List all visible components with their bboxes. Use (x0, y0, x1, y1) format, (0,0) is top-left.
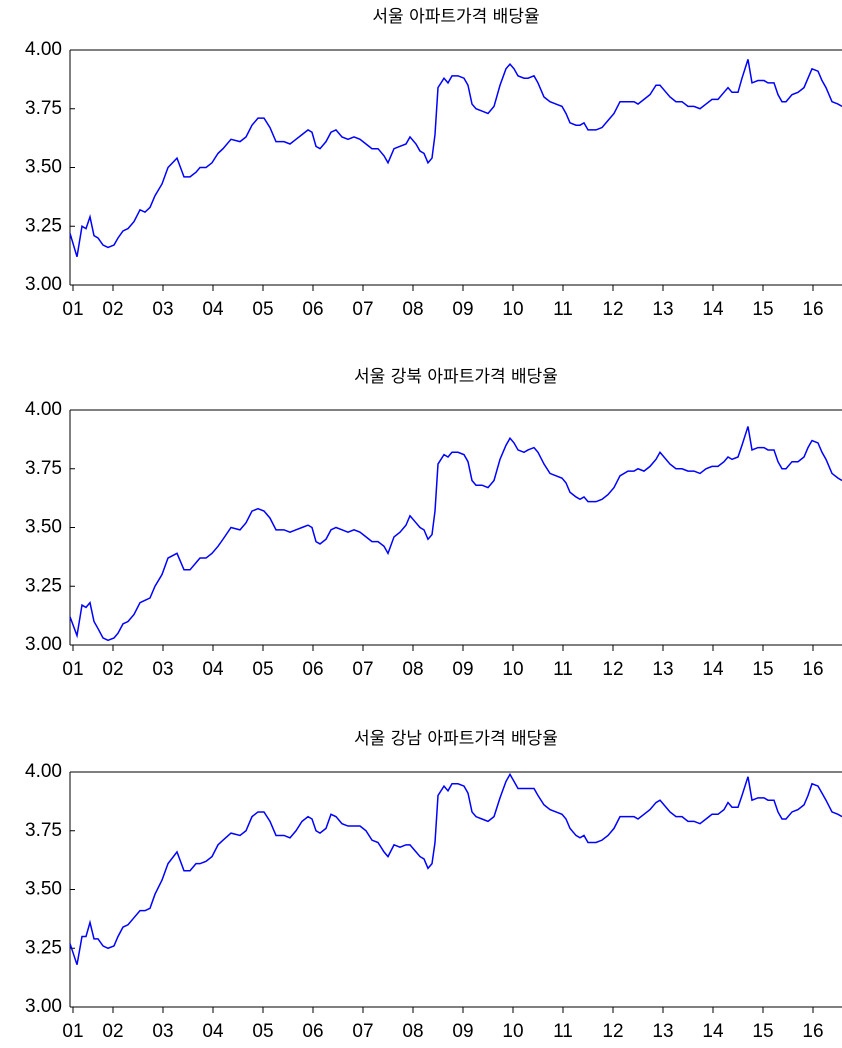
x-tick-label: 15 (752, 299, 773, 320)
x-tick-label: 01 (62, 659, 83, 680)
x-tick-label: 14 (702, 299, 724, 320)
x-tick-label: 16 (802, 299, 823, 320)
y-tick-label: 3.50 (25, 517, 62, 538)
x-tick-label: 13 (652, 659, 673, 680)
x-tick-label: 06 (302, 299, 323, 320)
x-tick-label: 07 (352, 659, 373, 680)
y-tick-label: 3.00 (25, 274, 62, 295)
y-tick-label: 3.75 (25, 458, 62, 479)
x-tick-label: 03 (152, 299, 173, 320)
y-tick-label: 3.75 (25, 98, 62, 119)
x-tick-label: 07 (352, 1021, 373, 1042)
x-tick-label: 15 (752, 659, 773, 680)
x-tick-label: 06 (302, 659, 323, 680)
x-tick-label: 02 (102, 659, 123, 680)
x-tick-label: 09 (452, 1021, 473, 1042)
y-tick-label: 4.00 (25, 761, 62, 782)
x-tick-label: 13 (652, 1021, 673, 1042)
x-tick-label: 12 (602, 299, 623, 320)
x-tick-label: 13 (652, 299, 673, 320)
x-tick-label: 16 (802, 659, 823, 680)
x-tick-label: 08 (402, 659, 423, 680)
x-tick-label: 07 (352, 299, 373, 320)
x-tick-label: 10 (502, 659, 523, 680)
data-line (69, 426, 842, 642)
y-tick-label: 3.00 (25, 634, 62, 655)
x-tick-label: 05 (252, 659, 273, 680)
x-tick-label: 14 (702, 659, 724, 680)
x-tick-label: 14 (702, 1021, 724, 1042)
x-tick-label: 08 (402, 1021, 423, 1042)
x-tick-label: 03 (152, 1021, 173, 1042)
x-tick-label: 10 (502, 299, 523, 320)
x-tick-label: 04 (202, 299, 224, 320)
chart-title: 서울 강남 아파트가격 배당율 (354, 729, 558, 749)
x-tick-label: 11 (553, 659, 573, 680)
x-tick-label: 08 (402, 299, 423, 320)
y-tick-label: 4.00 (25, 39, 62, 60)
data-line (69, 772, 842, 965)
x-tick-label: 16 (802, 1021, 823, 1042)
x-tick-label: 03 (152, 659, 173, 680)
x-tick-label: 09 (452, 659, 473, 680)
x-tick-label: 02 (102, 299, 123, 320)
y-tick-label: 3.50 (25, 879, 62, 900)
x-tick-label: 05 (252, 299, 273, 320)
x-tick-label: 01 (62, 1021, 83, 1042)
x-tick-label: 09 (452, 299, 473, 320)
x-tick-label: 12 (602, 1021, 623, 1042)
x-tick-label: 04 (202, 659, 224, 680)
x-tick-label: 10 (502, 1021, 523, 1042)
y-tick-label: 3.25 (25, 215, 62, 236)
chart-title: 서울 강북 아파트가격 배당율 (354, 367, 558, 387)
y-tick-label: 4.00 (25, 399, 62, 420)
x-tick-label: 05 (252, 1021, 273, 1042)
y-tick-label: 3.00 (25, 996, 62, 1017)
x-tick-label: 12 (602, 659, 623, 680)
y-tick-label: 3.75 (25, 820, 62, 841)
chart-title: 서울 아파트가격 배당율 (372, 7, 539, 27)
x-tick-label: 04 (202, 1021, 224, 1042)
y-tick-label: 3.25 (25, 937, 62, 958)
y-tick-label: 3.25 (25, 575, 62, 596)
data-line (69, 59, 842, 258)
y-tick-label: 3.50 (25, 157, 62, 178)
x-tick-label: 11 (553, 1021, 573, 1042)
x-tick-label: 11 (553, 299, 573, 320)
x-tick-label: 06 (302, 1021, 323, 1042)
x-tick-label: 01 (62, 299, 83, 320)
x-tick-label: 15 (752, 1021, 773, 1042)
x-tick-label: 02 (102, 1021, 123, 1042)
